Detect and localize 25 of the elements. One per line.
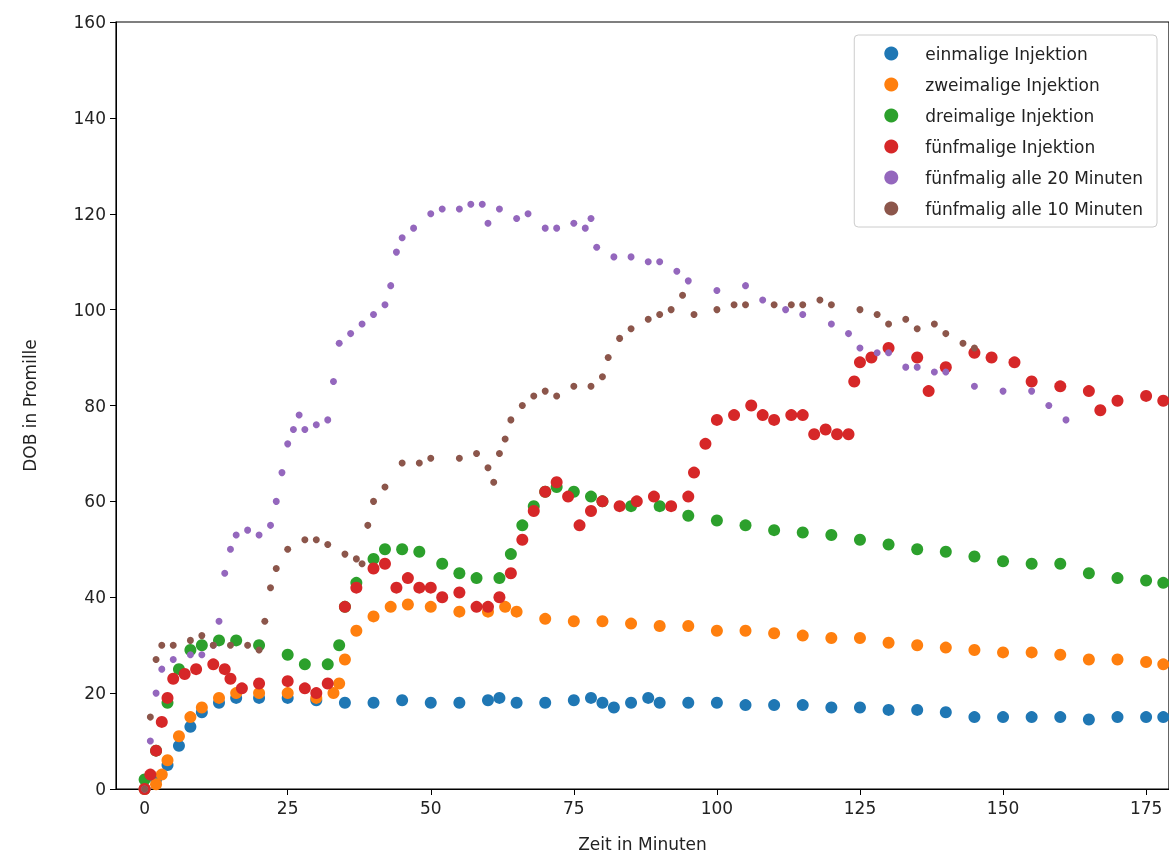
x-tick-label: 75: [563, 797, 585, 818]
x-tick-label: 50: [419, 797, 442, 818]
y-tick-label: 160: [73, 12, 106, 32]
y-tick-label: 60: [84, 491, 106, 512]
y-tick-label: 100: [73, 299, 106, 320]
y-tick-label: 80: [84, 395, 106, 416]
y-tick-label: 0: [95, 779, 106, 799]
legend-label: zweimalige Injektion: [925, 74, 1100, 95]
legend-label: fünfmalig alle 10 Minuten: [925, 198, 1144, 219]
x-tick-label: 100: [700, 797, 734, 818]
x-tick-label: 0: [139, 797, 151, 818]
x-tick-label: 150: [986, 797, 1020, 818]
y-tick-label: 120: [73, 203, 106, 224]
legend-label: fünfmalig alle 20 Minuten: [925, 167, 1144, 188]
y-axis-title: DOB in Promille: [19, 339, 40, 472]
legend-label: fünfmalige Injektion: [925, 136, 1096, 157]
legend-label: dreimalige Injektion: [925, 105, 1095, 126]
x-tick-label: 125: [843, 797, 877, 818]
y-tick-label: 20: [84, 683, 106, 704]
y-tick-label: 140: [73, 107, 106, 128]
x-axis-title: Zeit in Minuten: [578, 833, 707, 854]
x-tick-label: 25: [276, 797, 299, 818]
legend-label: einmalige Injektion: [925, 43, 1088, 64]
x-tick-label: 175: [1129, 797, 1163, 818]
y-tick-label: 40: [84, 587, 106, 608]
